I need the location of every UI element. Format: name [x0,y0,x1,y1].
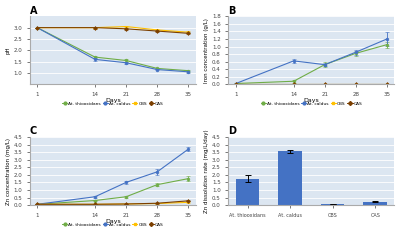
Legend: At. thiooxidans, At. caldus, CBS, CAS: At. thiooxidans, At. caldus, CBS, CAS [62,222,164,227]
Y-axis label: Iron concentration (g/L): Iron concentration (g/L) [204,18,209,83]
Text: B: B [228,6,236,16]
X-axis label: Days: Days [105,219,121,224]
X-axis label: Days: Days [105,98,121,103]
Bar [236,179,259,205]
X-axis label: Days: Days [304,98,319,103]
Legend: At. thiooxidans, At. caldus, CBS, CAS: At. thiooxidans, At. caldus, CBS, CAS [260,101,363,106]
Text: D: D [228,126,236,136]
Bar [278,152,302,205]
Y-axis label: pH: pH [6,46,10,54]
Y-axis label: Zn concentration (mg/L): Zn concentration (mg/L) [6,138,10,205]
Bar [364,202,387,205]
Legend: At. thiooxidans, At. caldus, CBS, CAS: At. thiooxidans, At. caldus, CBS, CAS [62,101,164,106]
Text: A: A [30,6,37,16]
Y-axis label: Zn dissolution rate (mg/L/day): Zn dissolution rate (mg/L/day) [204,129,209,213]
Text: C: C [30,126,37,136]
Bar [321,204,344,205]
